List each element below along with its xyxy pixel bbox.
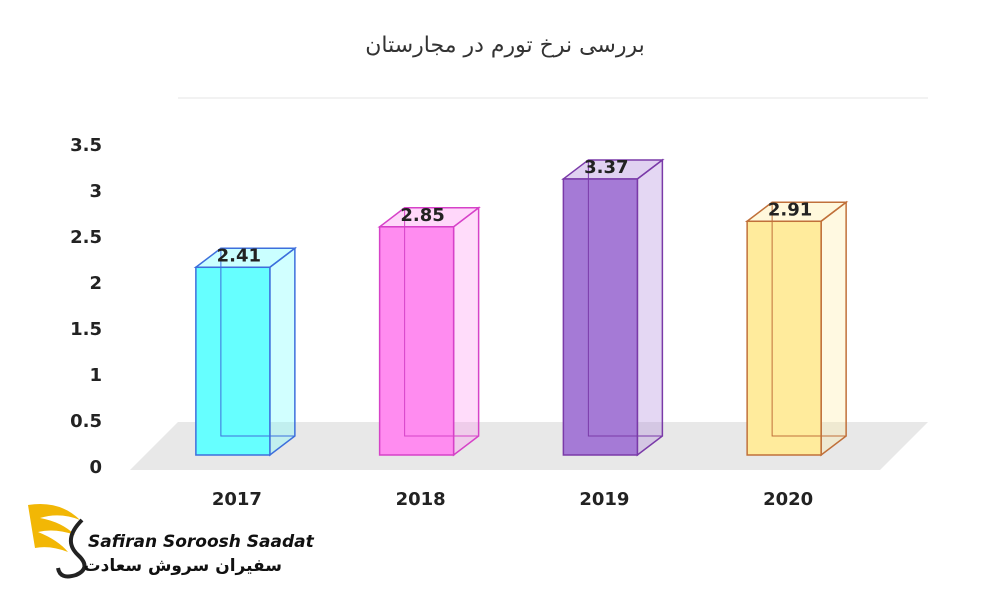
logo-name-en: Safiran Soroosh Saadat <box>88 532 315 552</box>
data-label: 3.37 <box>584 157 628 178</box>
y-tick-label: 0 <box>89 457 102 478</box>
bar <box>561 158 665 457</box>
logo-swirl <box>56 518 87 579</box>
y-tick-label: 2.5 <box>70 227 102 248</box>
bar-front <box>746 220 822 456</box>
bar-side <box>820 200 847 457</box>
logo-wing <box>28 504 80 552</box>
x-tick-label: 2020 <box>763 489 813 510</box>
bar-front <box>195 266 271 456</box>
x-tick-label: 2017 <box>212 489 262 510</box>
y-tick-label: 0.5 <box>70 411 102 432</box>
bar-back-edge <box>587 159 663 437</box>
bar-front <box>562 178 639 456</box>
y-tick-label: 2 <box>89 273 102 294</box>
bar-back-edge <box>404 207 479 437</box>
x-tick-label: 2019 <box>579 489 629 510</box>
bar-side <box>452 206 480 457</box>
data-label: 2.85 <box>400 205 444 226</box>
chart-title: بررسی نرخ تورم در مجارستان <box>365 33 645 58</box>
bar-front <box>378 226 455 456</box>
y-tick-label: 3 <box>89 181 102 202</box>
floor <box>130 422 928 470</box>
y-tick-label: 3.5 <box>70 135 102 156</box>
bar-side <box>636 158 664 457</box>
y-tick-label: 1.5 <box>70 319 102 340</box>
bar <box>744 200 849 457</box>
bar-back-edge <box>220 248 295 437</box>
bar-side <box>269 246 296 457</box>
data-label: 2.41 <box>217 245 261 266</box>
logo: Safiran Soroosh Saadat سفیران سروش سعادت <box>28 504 315 579</box>
y-tick-label: 1 <box>89 365 102 386</box>
data-label: 2.91 <box>768 199 812 220</box>
bar <box>193 246 298 457</box>
bar-back-edge <box>771 202 847 437</box>
bar <box>377 206 481 457</box>
x-tick-label: 2018 <box>396 489 446 510</box>
logo-name-fa: سفیران سروش سعادت <box>84 556 282 576</box>
